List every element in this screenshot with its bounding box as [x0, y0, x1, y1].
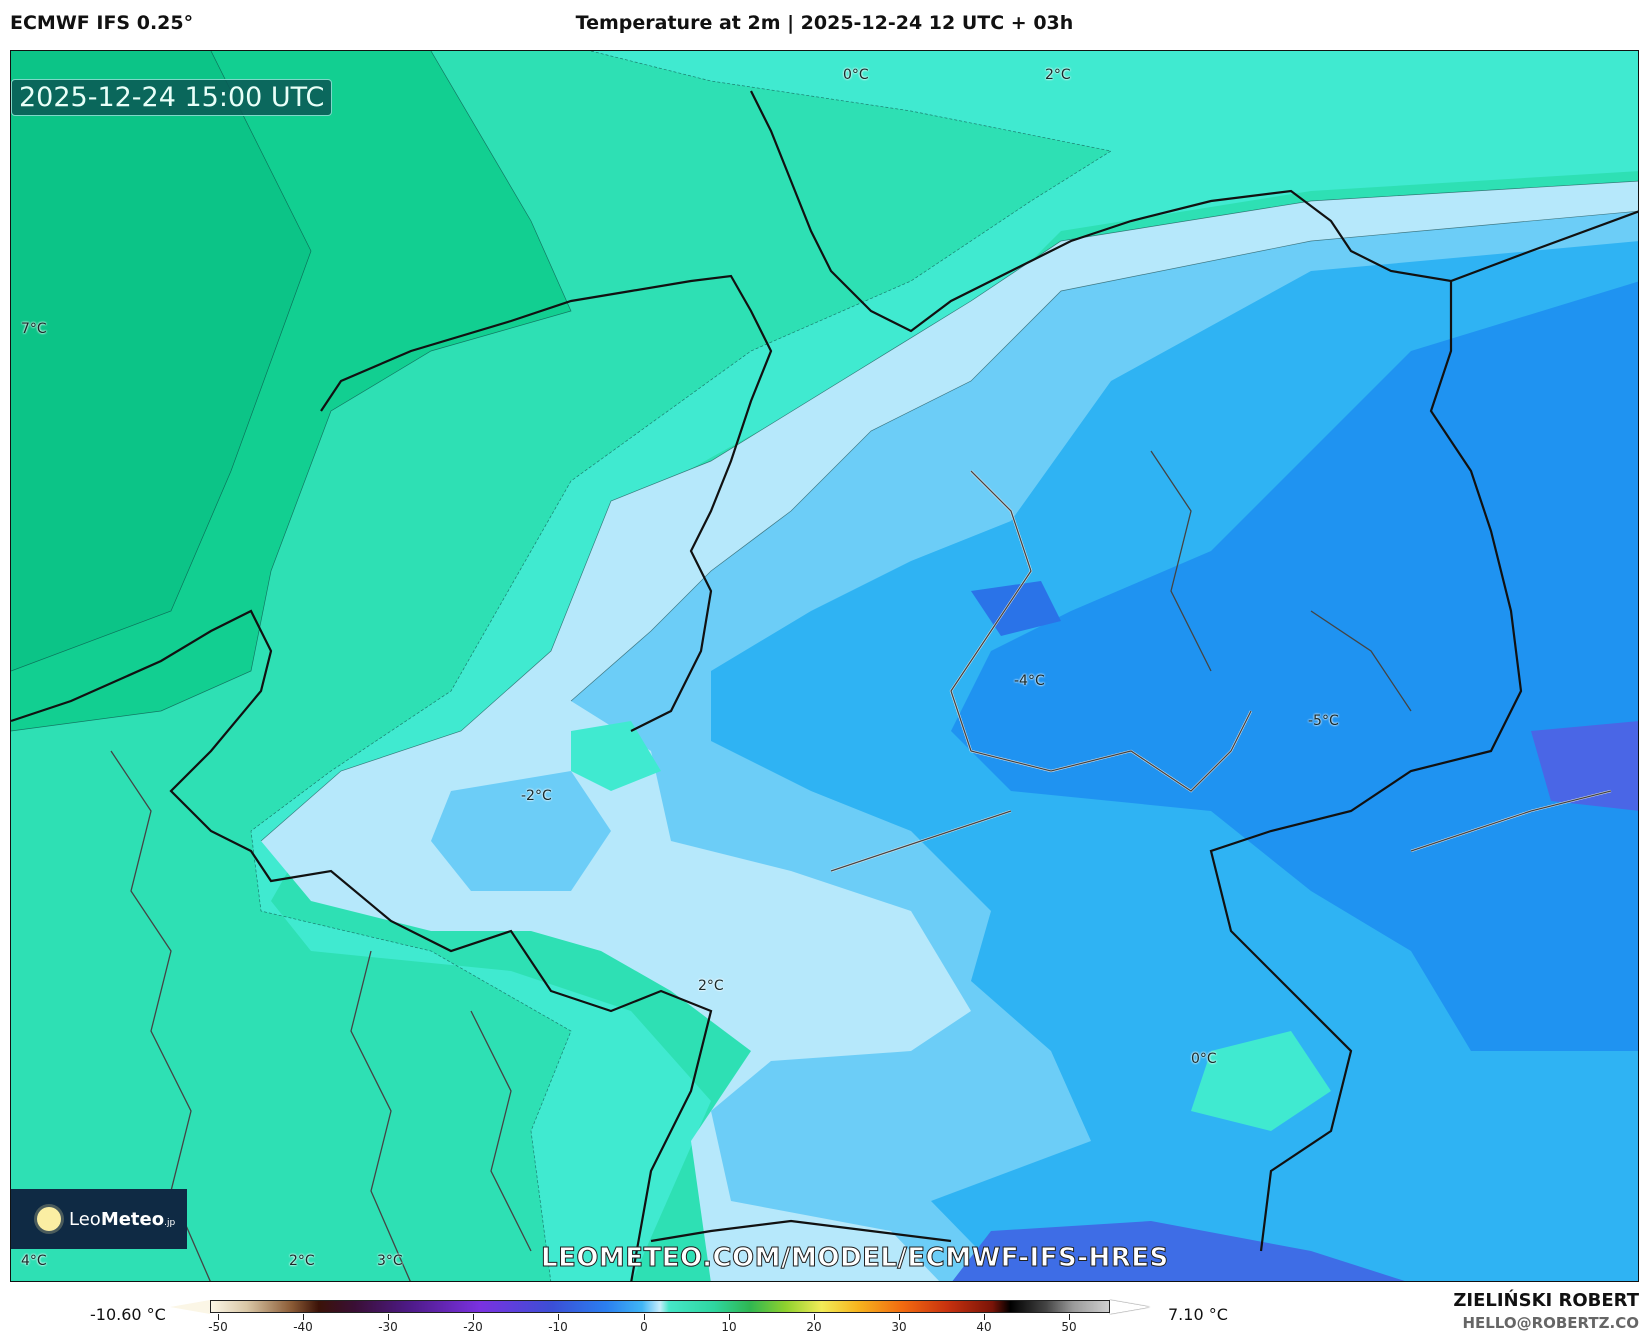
source-watermark: LEOMETEO.COM/MODEL/ECMWF-IFS-HRES [541, 1243, 1169, 1274]
tick-label: -20 [463, 1320, 483, 1334]
contour-label: -4°C [1014, 673, 1045, 689]
logo-brand: Meteo [100, 1208, 165, 1230]
max-temp-label: 7.10 °C [1168, 1305, 1228, 1324]
map-fill [11, 51, 1638, 1281]
temperature-map: 2025-12-24 15:00 UTC 0°C 2°C 7°C -2°C -4… [10, 50, 1639, 1282]
tick-label: 0 [640, 1320, 648, 1334]
tick-label: 40 [976, 1320, 992, 1334]
tick-label: 10 [721, 1320, 737, 1334]
contour-label: 7°C [21, 321, 47, 337]
model-name: ECMWF IFS 0.25° [10, 12, 194, 34]
contour-label: 0°C [1191, 1051, 1217, 1067]
valid-time-badge: 2025-12-24 15:00 UTC [11, 79, 333, 116]
contour-label: 2°C [1045, 67, 1071, 83]
tick-label: -10 [548, 1320, 568, 1334]
tick-label: 30 [891, 1320, 907, 1334]
contour-label: -2°C [521, 788, 552, 804]
colorbar-min-arrow [170, 1300, 210, 1314]
contour-label: 3°C [377, 1253, 403, 1269]
author-name: ZIELIŃSKI ROBERT [1453, 1290, 1639, 1311]
tick-label: -30 [378, 1320, 398, 1334]
author-email: HELLO@ROBERTZ.CO [1462, 1314, 1639, 1332]
contour-label: 0°C [843, 67, 869, 83]
chart-title: Temperature at 2m | 2025-12-24 12 UTC + … [575, 12, 1074, 34]
tick-label: 20 [806, 1320, 822, 1334]
min-temp-label: -10.60 °C [90, 1305, 166, 1324]
tick-label: 50 [1061, 1320, 1077, 1334]
contour-label: 4°C [21, 1253, 47, 1269]
contour-label: -5°C [1308, 713, 1339, 729]
colorbar-max-arrow [1110, 1300, 1150, 1314]
leometeo-logo: LeoMeteo.jp [11, 1189, 187, 1249]
contour-label: 2°C [698, 978, 724, 994]
tick-label: -40 [293, 1320, 313, 1334]
sun-icon [37, 1207, 61, 1231]
logo-prefix: Leo [69, 1208, 101, 1230]
colorbar: -50 -40 -30 -20 -10 0 10 20 30 40 50 [170, 1300, 1150, 1340]
colorbar-gradient [210, 1300, 1110, 1313]
logo-suffix: .jp [164, 1217, 176, 1228]
contour-label: 2°C [289, 1253, 315, 1269]
tick-label: -50 [208, 1320, 228, 1334]
